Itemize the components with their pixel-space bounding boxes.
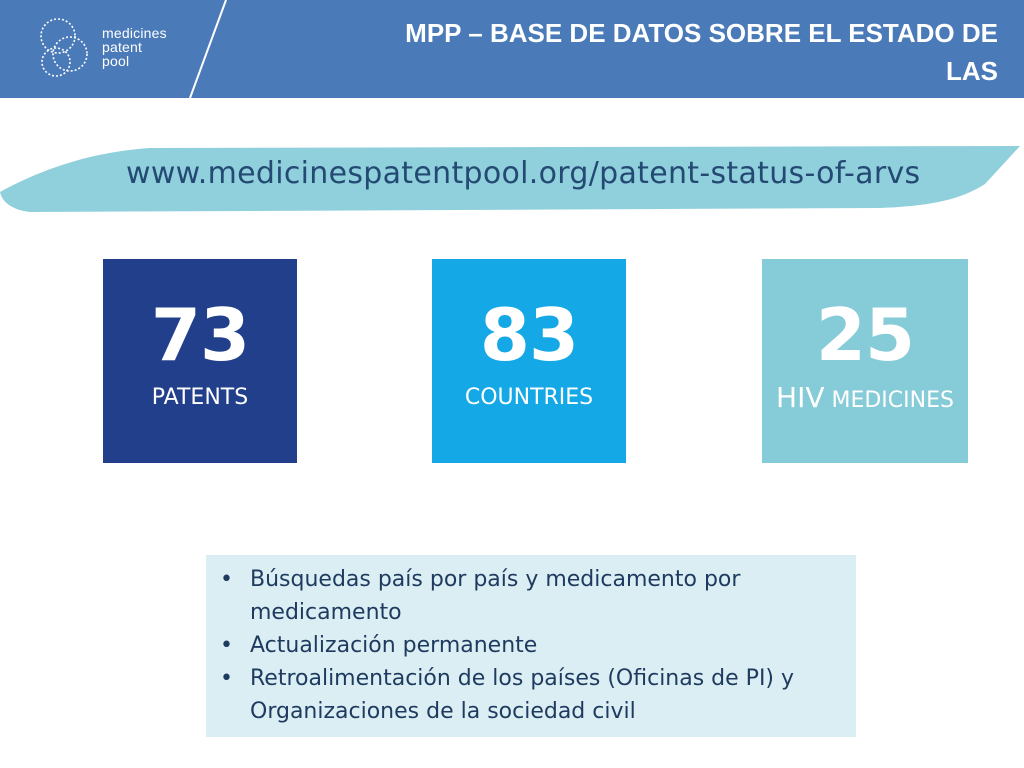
stat-label-main: MEDICINES <box>831 388 954 413</box>
bullet-line: Actualización permanente <box>250 633 538 658</box>
logo-line-3: pool <box>102 53 130 69</box>
title-line-2: PATENTES DE ARV <box>759 94 998 124</box>
page-title: MPP – BASE DE DATOS SOBRE EL ESTADO DE L… <box>358 14 998 128</box>
stat-label: COUNTRIES <box>464 385 594 410</box>
mpp-logo[interactable]: medicines patent pool <box>36 14 206 84</box>
stat-label-prefix: HIV <box>776 381 825 414</box>
url-ribbon <box>0 146 1020 212</box>
bullet-line: Retroalimentación de los países (Oficina… <box>250 666 795 691</box>
stat-number: 73 <box>150 293 250 377</box>
bullet-list: Búsquedas país por país y medicamento po… <box>206 555 856 728</box>
stat-label: PATENTS <box>151 385 249 410</box>
header-bar: medicines patent pool MPP – BASE DE DATO… <box>0 0 1024 124</box>
title-line-1: MPP – BASE DE DATOS SOBRE EL ESTADO DE L… <box>405 18 998 86</box>
bullet-item: Retroalimentación de los países (Oficina… <box>220 662 856 728</box>
stat-tile-patents: 73 PATENTS <box>103 259 297 463</box>
logo-text: medicines patent pool <box>102 26 167 68</box>
logo-line-1: medicines <box>102 25 167 41</box>
info-box: Búsquedas país por país y medicamento po… <box>206 555 856 737</box>
logo-rings-icon <box>40 18 88 77</box>
logo-line-2: patent <box>102 39 143 55</box>
stat-tile-countries: 83 COUNTRIES <box>432 259 626 463</box>
bullet-line: Organizaciones de la sociedad civil <box>250 699 636 724</box>
stat-tile-medicines: 25 HIV MEDICINES <box>762 259 968 463</box>
header-divider <box>189 0 227 98</box>
stat-number: 25 <box>815 293 915 377</box>
bullet-item: Actualización permanente <box>220 629 856 662</box>
bullet-line: medicamento <box>250 600 402 625</box>
bullet-item: Búsquedas país por país y medicamento po… <box>220 563 856 629</box>
bullet-line: Búsquedas país por país y medicamento po… <box>250 567 741 592</box>
stat-number: 83 <box>479 293 579 377</box>
stat-label: HIV MEDICINES <box>762 384 968 414</box>
url-link[interactable]: www.medicinespatentpool.org/patent-statu… <box>126 156 921 191</box>
